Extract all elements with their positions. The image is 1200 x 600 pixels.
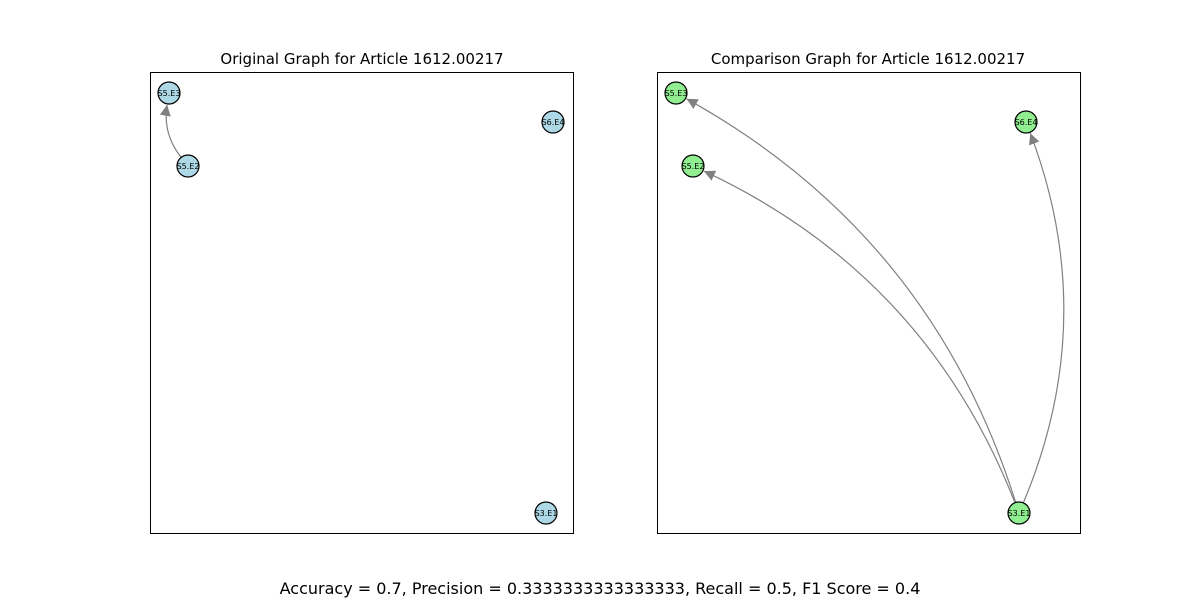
node-label: S5.E3: [158, 89, 181, 98]
node-s5-e3: S5.E3: [157, 81, 181, 105]
node-s5-e2: S5.E2: [681, 154, 705, 178]
comparison-graph-panel: Comparison Graph for Article 1612.00217 …: [657, 50, 1081, 534]
edge-s3-e1-to-s6-e4: [1022, 132, 1065, 504]
edge-s5-e2-to-s5-e3: [159, 104, 182, 158]
node-circle: [1014, 110, 1038, 134]
comparison-graph-frame: [657, 72, 1081, 534]
node-label: S3.E1: [535, 509, 558, 518]
node-label: S6.E4: [1015, 118, 1038, 127]
node-s3-e1: S3.E1: [1007, 501, 1031, 525]
node-s5-e3: S5.E3: [664, 81, 688, 105]
comparison-graph-nodes: S5.E3 S6.E4 S5.E2 S3.E1: [664, 81, 1038, 525]
node-circle: [176, 154, 200, 178]
original-graph-edges: [159, 104, 182, 158]
node-circle: [681, 154, 705, 178]
node-label: S6.E4: [542, 118, 565, 127]
original-graph-nodes: S5.E3 S6.E4 S5.E2 S3.E1: [157, 81, 565, 525]
comparison-graph-title: Comparison Graph for Article 1612.00217: [711, 50, 1025, 68]
edge-s3-e1-to-s5-e2: [703, 170, 1016, 504]
comparison-graph-edges: [686, 98, 1065, 504]
node-label: S5.E2: [682, 162, 705, 171]
original-graph-panel: Original Graph for Article 1612.00217 S5…: [150, 50, 574, 534]
node-label: S5.E3: [665, 89, 688, 98]
metrics-summary: Accuracy = 0.7, Precision = 0.3333333333…: [280, 579, 921, 598]
node-s5-e2: S5.E2: [176, 154, 200, 178]
node-circle: [1007, 501, 1031, 525]
node-label: S3.E1: [1008, 509, 1031, 518]
node-circle: [157, 81, 181, 105]
node-circle: [534, 501, 558, 525]
node-label: S5.E2: [177, 162, 200, 171]
node-s6-e4: S6.E4: [1014, 110, 1038, 134]
edge-s3-e1-to-s5-e3: [686, 98, 1017, 503]
node-s6-e4: S6.E4: [541, 110, 565, 134]
node-circle: [541, 110, 565, 134]
original-graph-frame: [150, 72, 574, 534]
original-graph-title: Original Graph for Article 1612.00217: [220, 50, 503, 68]
node-s3-e1: S3.E1: [534, 501, 558, 525]
node-circle: [664, 81, 688, 105]
